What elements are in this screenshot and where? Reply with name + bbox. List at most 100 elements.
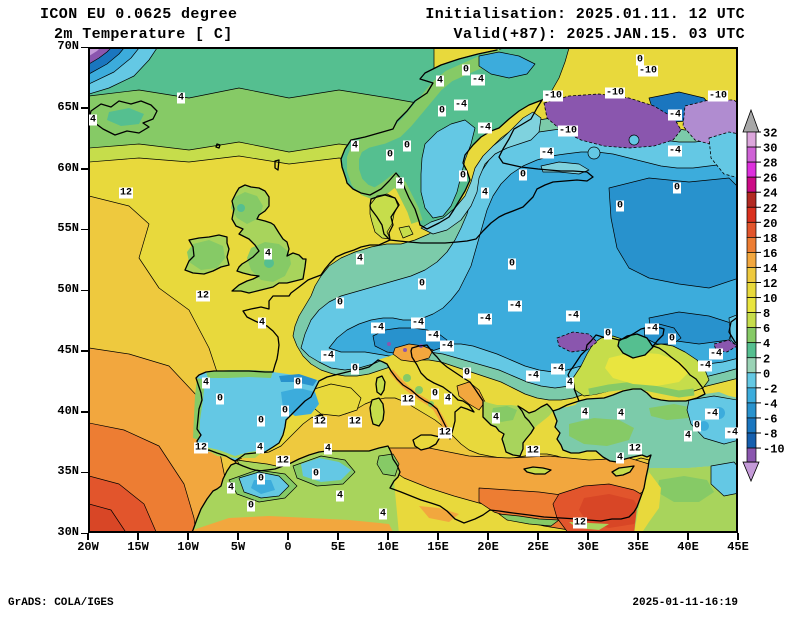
lon-tick: [87, 533, 89, 540]
contour-label: 12: [347, 416, 363, 428]
colorbar-label: 32: [763, 127, 777, 141]
contour-label: -4: [439, 340, 455, 352]
lon-tick: [737, 533, 739, 540]
lon-tick: [137, 533, 139, 540]
contour-label: 4: [615, 452, 625, 464]
contour-label: 12: [193, 442, 209, 454]
contour-label: 4: [201, 377, 211, 389]
contour-label: 0: [256, 473, 266, 485]
contour-label: 0: [430, 388, 440, 400]
contour-label: -4: [724, 427, 740, 439]
lon-label: 40E: [677, 540, 699, 554]
lon-label: 30E: [577, 540, 599, 554]
contour-label: 0: [667, 333, 677, 345]
colorbar-segment: [746, 131, 757, 148]
contour-label: 0: [615, 200, 625, 212]
colorbar-label: 14: [763, 262, 777, 276]
colorbar-segment: [746, 357, 757, 374]
colorbar-label: 26: [763, 172, 777, 186]
colorbar-label: 24: [763, 187, 777, 201]
colorbar-label: 16: [763, 247, 777, 261]
colorbar-segment: [746, 282, 757, 298]
contour-label: 12: [437, 427, 453, 439]
lon-tick: [237, 533, 239, 540]
contour-label: -4: [550, 363, 566, 375]
contour-label: -10: [637, 65, 659, 77]
field-title: 2m Temperature [ C]: [54, 26, 233, 43]
colorbar-label: 0: [763, 367, 770, 381]
contour-label: 0: [256, 415, 266, 427]
lon-tick: [287, 533, 289, 540]
contour-label: 0: [462, 367, 472, 379]
lat-tick: [81, 107, 88, 109]
colorbar-segment: [746, 191, 757, 208]
colorbar-segment: [746, 237, 757, 253]
contour-label: 0: [293, 377, 303, 389]
contour-label: 4: [335, 490, 345, 502]
lon-tick: [537, 533, 539, 540]
colorbar-segment: [746, 312, 757, 329]
contour-label: -4: [320, 350, 336, 362]
colorbar-label: 8: [763, 307, 770, 321]
contour-label: 12: [400, 394, 416, 406]
colorbar-label: -4: [763, 397, 777, 411]
colorbar-segment: [746, 176, 757, 193]
contour-label: 0: [437, 105, 447, 117]
lat-tick: [81, 228, 88, 231]
lat-label: 55N: [57, 221, 79, 236]
colorbar-label: 6: [763, 322, 770, 336]
colorbar-below-min: [742, 461, 760, 483]
lon-tick: [337, 533, 339, 540]
contour-label: -10: [707, 90, 729, 102]
colorbar-segment: [746, 267, 757, 283]
lat-label: 35N: [57, 464, 79, 479]
colorbar-segment: [746, 297, 757, 313]
lon-tick: [187, 533, 189, 540]
contour-label: -4: [370, 322, 386, 334]
colorbar-label: 22: [763, 202, 777, 216]
contour-label: 4: [255, 442, 265, 454]
lon-label: 15W: [127, 540, 149, 554]
lat-tick: [81, 350, 88, 352]
contour-label: 0: [461, 64, 471, 76]
colorbar-segment: [746, 432, 757, 449]
contour-label: -4: [667, 145, 683, 157]
contour-label: 12: [525, 445, 541, 457]
contour-label: -4: [453, 99, 469, 111]
valid-time: Valid(+87): 2025.JAN.15. 03 UTC: [453, 26, 745, 43]
contour-label: 4: [263, 248, 273, 260]
colorbar-segment: [746, 327, 757, 344]
lat-tick: [81, 289, 88, 291]
lat-tick: [81, 411, 88, 413]
lon-label: 15E: [427, 540, 449, 554]
colorbar-segment: [746, 372, 757, 389]
contour-label: 4: [323, 443, 333, 455]
contour-label: -4: [477, 313, 493, 325]
colorbar-label: 12: [763, 277, 777, 291]
lon-label: 45E: [727, 540, 749, 554]
lon-tick: [637, 533, 639, 540]
contour-label: 4: [580, 407, 590, 419]
contour-label: 4: [616, 408, 626, 420]
colorbar-segment: [746, 402, 757, 419]
contour-label: -4: [539, 147, 555, 159]
contour-label: -10: [542, 90, 564, 102]
colorbar-label: 18: [763, 232, 777, 246]
colorbar-segment: [746, 447, 757, 463]
model-title: ICON EU 0.0625 degree: [40, 6, 238, 23]
contour-label: 4: [435, 75, 445, 87]
map-canvas: [90, 49, 736, 531]
lon-tick: [687, 533, 689, 540]
contour-label: 0: [507, 258, 517, 270]
colorbar-segment: [746, 146, 757, 163]
colorbar-segment: [746, 161, 757, 178]
lat-tick: [81, 168, 88, 170]
lat-label: 50N: [57, 282, 79, 296]
colorbar-above-max: [742, 108, 760, 133]
lon-tick: [587, 533, 589, 540]
contour-label: -4: [667, 109, 683, 121]
colorbar-label: -10: [763, 443, 785, 457]
colorbar-label: -6: [763, 412, 777, 426]
lat-tick: [81, 532, 88, 534]
